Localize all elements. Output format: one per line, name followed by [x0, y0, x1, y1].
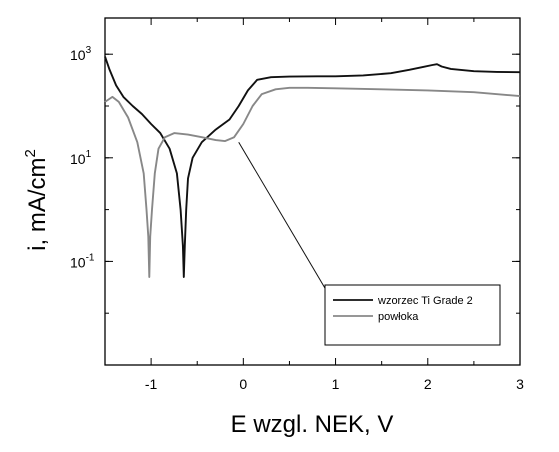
axis-ticks	[104, 18, 521, 366]
x-tick-label: 1	[332, 376, 340, 392]
x-tick-label: 3	[516, 376, 524, 392]
y-axis-label-text: i, mA/cm	[24, 158, 51, 251]
plot-frame	[104, 17, 521, 366]
legend-label-powloka: powłoka	[378, 311, 419, 323]
x-tick-label: 2	[424, 376, 432, 392]
y-tick-label: 10-1	[70, 252, 95, 270]
x-axis-label: E wzgl. NEK, V	[231, 411, 394, 438]
y-axis-label: i, mA/cm2	[22, 149, 51, 251]
legend-leader-line	[238, 141, 333, 301]
y-axis-label-superscript: 2	[22, 149, 39, 157]
legend-box	[324, 284, 501, 346]
legend-label-wzorzec: wzorzec Ti Grade 2	[377, 295, 473, 307]
y-tick-label-base: 10	[70, 254, 86, 270]
x-tick-label: -1	[145, 376, 158, 392]
y-tick-label: 103	[70, 45, 92, 63]
y-tick-label-exponent: 1	[86, 149, 92, 160]
y-tick-label-exponent: -1	[86, 252, 95, 263]
series-line-0	[104, 56, 521, 278]
series-line-1	[104, 86, 521, 278]
x-tick-label: 0	[239, 376, 247, 392]
y-tick-label-base: 10	[70, 151, 86, 167]
data-series	[104, 56, 521, 301]
y-tick-label: 101	[70, 149, 92, 167]
y-tick-label-exponent: 3	[86, 45, 92, 56]
legend: wzorzec Ti Grade 2 powłoka	[324, 284, 501, 346]
y-tick-label-base: 10	[70, 47, 86, 63]
